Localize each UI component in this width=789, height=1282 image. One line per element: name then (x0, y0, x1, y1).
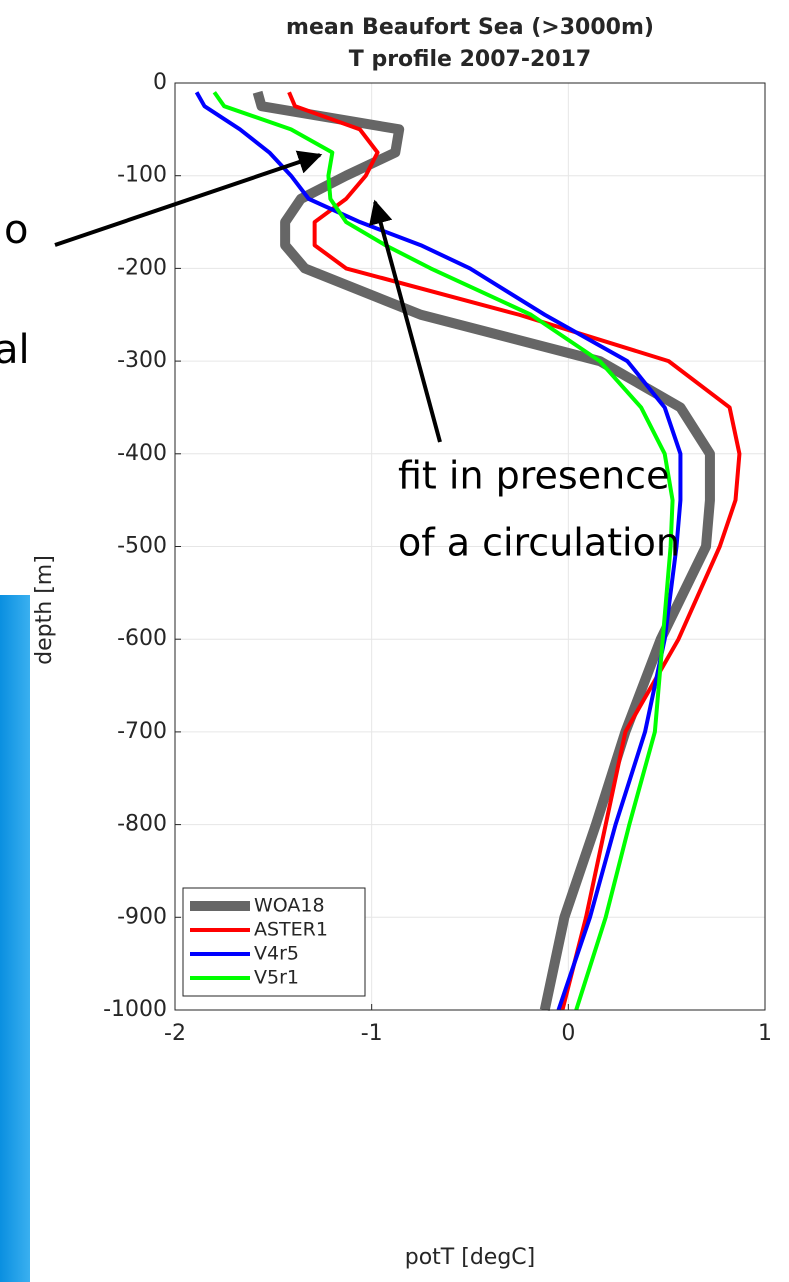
x-tick-label: 0 (561, 1021, 575, 1046)
chart-title: mean Beaufort Sea (>3000m) (286, 15, 654, 40)
x-tick-label: -1 (361, 1021, 383, 1046)
y-tick-label: 0 (153, 70, 167, 95)
chart-title: T profile 2007-2017 (349, 47, 591, 72)
series-line (252, 90, 715, 1012)
cropped-text: o (4, 207, 28, 253)
axes-box (174, 82, 766, 1011)
y-tick-label: -1000 (103, 997, 167, 1022)
y-tick-label: -700 (117, 719, 167, 744)
arrow (54, 150, 323, 247)
y-tick-label: -800 (117, 812, 167, 837)
series-line (287, 91, 742, 1011)
y-tick-label: -500 (117, 534, 167, 559)
y-tick-label: -900 (117, 904, 167, 929)
legend-label: WOA18 (254, 895, 325, 917)
series-line (194, 91, 683, 1011)
y-axis-label: depth [m] (32, 555, 57, 665)
legend-label: V4r5 (254, 943, 299, 965)
annotation: of a circulation (398, 521, 680, 565)
y-tick-label: -600 (117, 626, 167, 651)
cropped-text: al (0, 327, 30, 373)
legend-label: ASTER1 (254, 919, 328, 941)
legend-label: V5r1 (254, 967, 299, 989)
y-tick-label: -100 (117, 163, 167, 188)
x-axis-label: potT [degC] (405, 1245, 535, 1270)
series-line (212, 91, 675, 1011)
side-image (0, 595, 30, 1282)
arrow (369, 199, 442, 443)
x-tick-label: -2 (164, 1021, 186, 1046)
x-tick-label: 1 (758, 1021, 772, 1046)
y-tick-label: -200 (117, 255, 167, 280)
annotation: fit in presence (398, 454, 669, 498)
y-tick-label: -300 (117, 348, 167, 373)
y-tick-label: -400 (117, 441, 167, 466)
